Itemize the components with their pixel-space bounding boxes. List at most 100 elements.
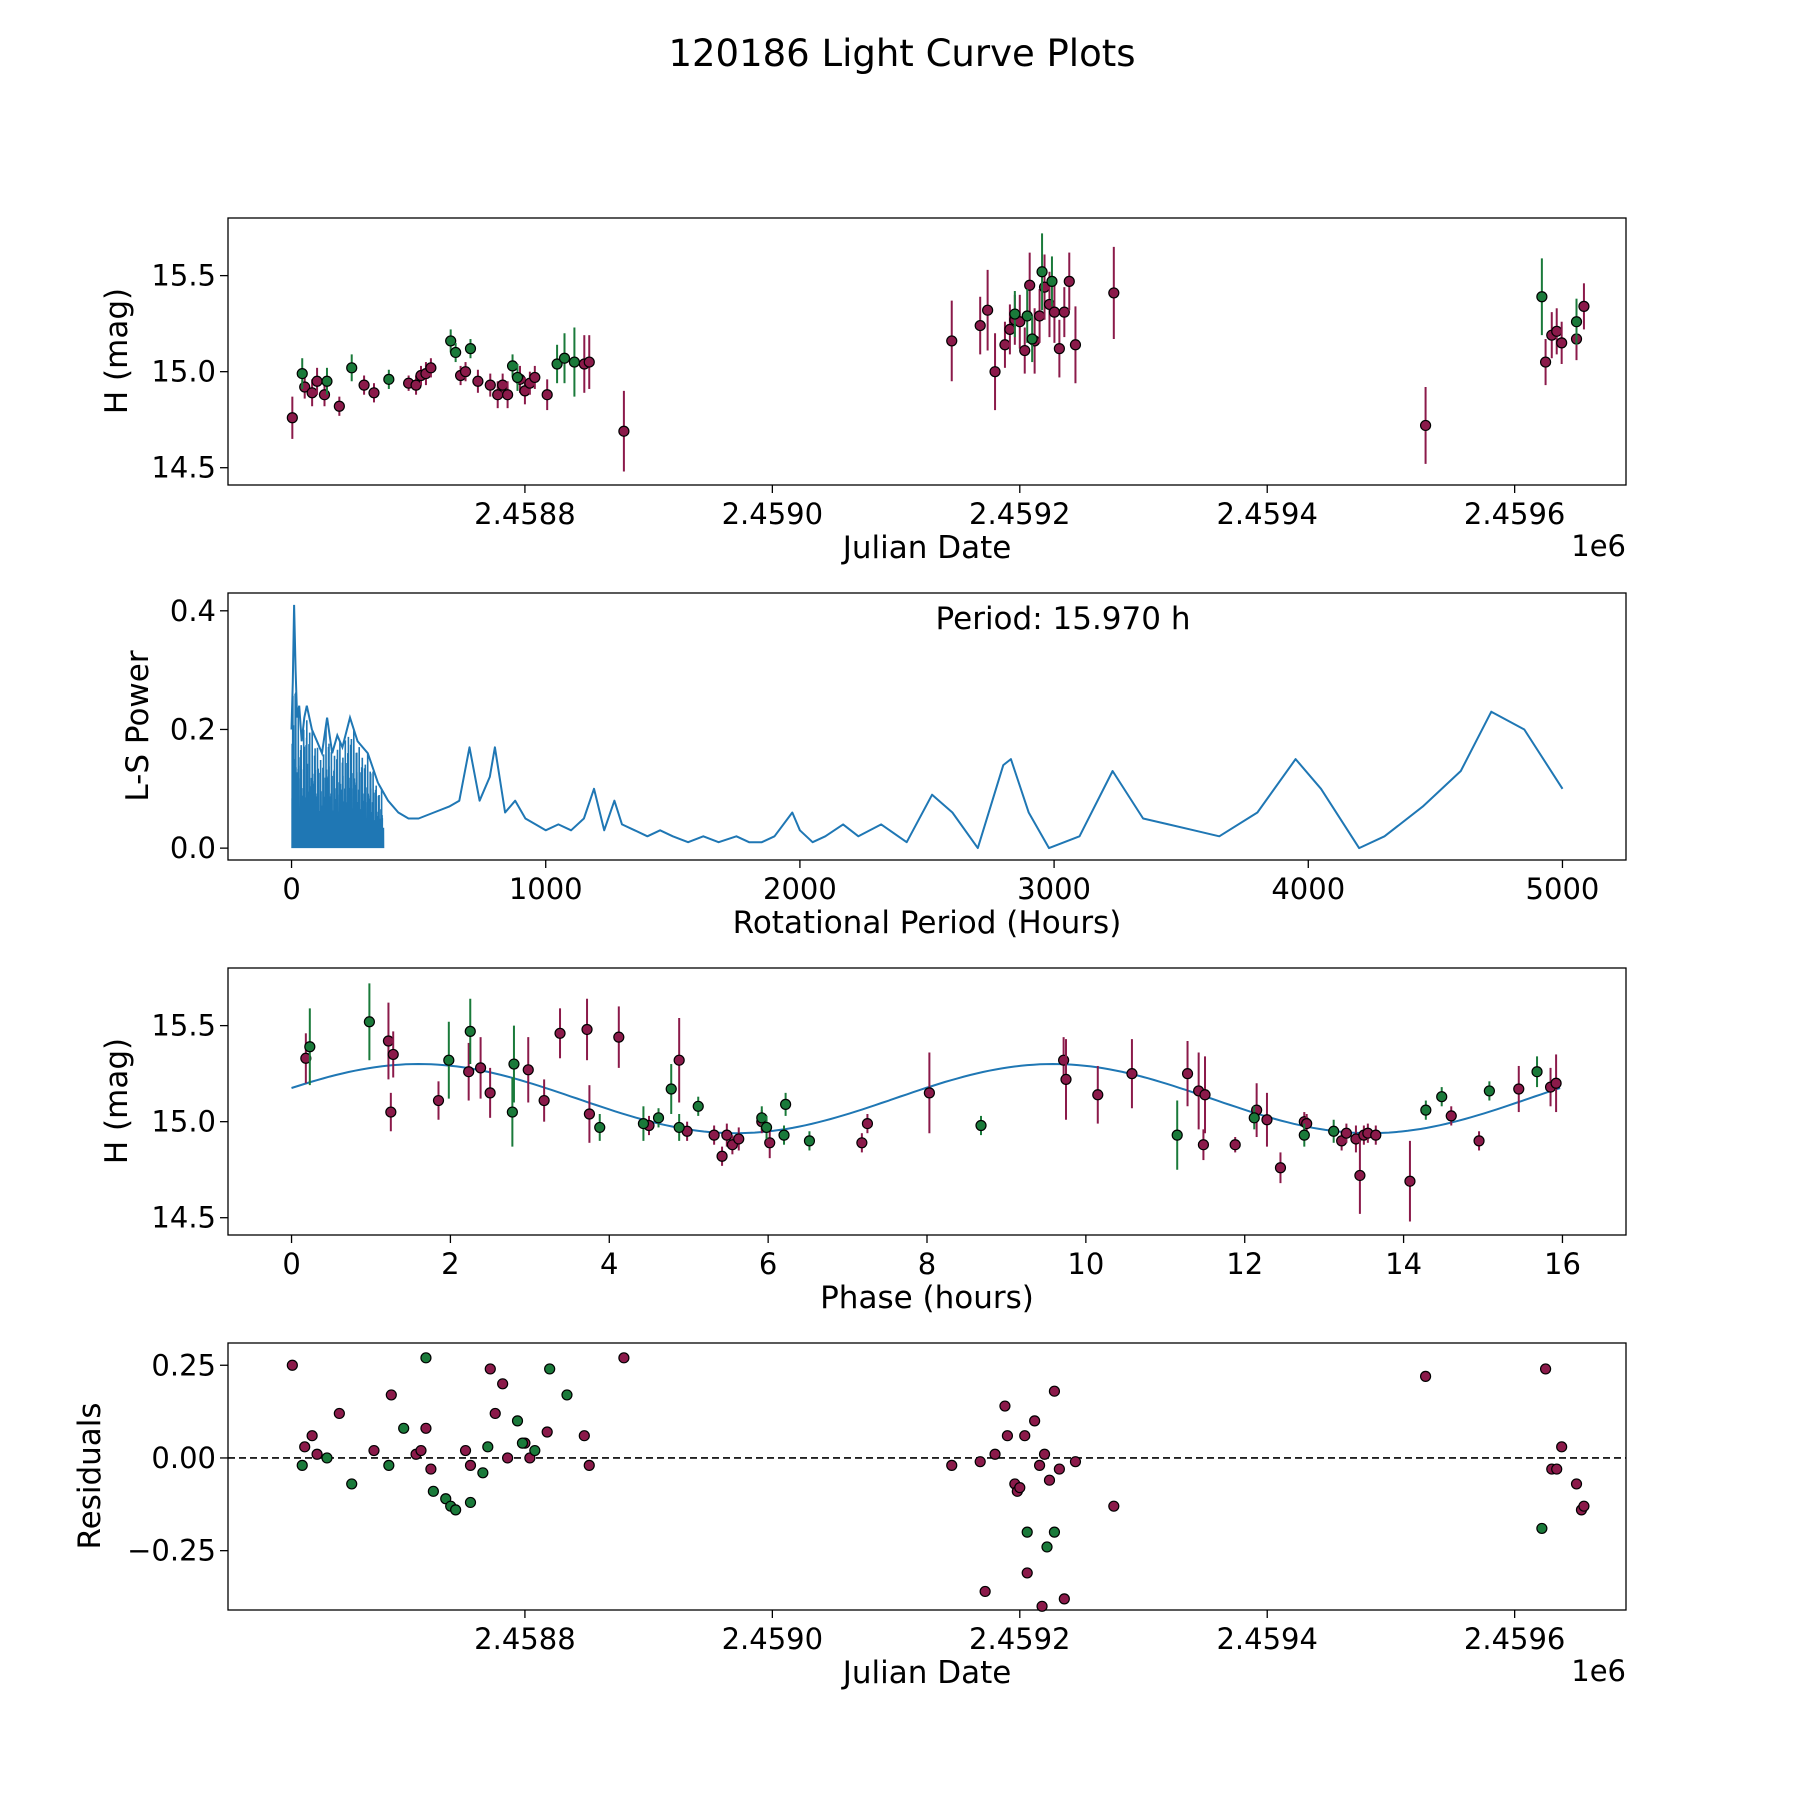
phased-point-magenta bbox=[1513, 1083, 1525, 1095]
lightcurve-point-green bbox=[568, 356, 581, 368]
phased-point-green bbox=[508, 1058, 520, 1070]
lightcurve-ytick-label: 15.0 bbox=[151, 355, 216, 389]
residuals-point-green bbox=[398, 1422, 410, 1434]
phased-point-magenta bbox=[1229, 1139, 1241, 1151]
residuals-point-green bbox=[321, 1452, 333, 1464]
residuals-point-magenta bbox=[946, 1459, 958, 1471]
residuals-point-magenta bbox=[1578, 1500, 1590, 1512]
phased-xtick-label: 16 bbox=[1544, 1247, 1581, 1281]
periodogram-xlabel: Rotational Period (Hours) bbox=[733, 905, 1122, 941]
phased-ytick-label: 14.5 bbox=[151, 1201, 216, 1235]
lightcurve-point-green bbox=[1009, 308, 1021, 320]
phased-point-magenta bbox=[1199, 1089, 1211, 1101]
phased-point-green bbox=[975, 1119, 987, 1132]
phased-xlabel: Phase (hours) bbox=[820, 1280, 1034, 1316]
phased-point-magenta bbox=[387, 1048, 399, 1061]
periodogram-noise-line bbox=[291, 692, 385, 849]
residuals-point-magenta bbox=[1021, 1567, 1033, 1579]
residuals-point-green bbox=[420, 1352, 432, 1364]
lightcurve-point-magenta bbox=[989, 366, 1001, 378]
lightcurve-point-magenta bbox=[999, 339, 1011, 351]
residuals-point-magenta bbox=[578, 1430, 590, 1442]
phased-point-green bbox=[692, 1100, 704, 1112]
periodogram-power-line bbox=[377, 710, 1564, 850]
phased-point-green bbox=[1248, 1112, 1260, 1124]
lightcurve-point-green bbox=[511, 371, 524, 384]
lightcurve-ticks: 2.4588 2.4590 2.4592 2.4594 2.4596 14.5 15.0 15… bbox=[151, 259, 1565, 531]
lightcurve-point-magenta bbox=[1019, 344, 1031, 357]
lightcurve-point-green bbox=[558, 352, 571, 364]
phased-point-magenta bbox=[856, 1137, 868, 1149]
lightcurve-point-magenta bbox=[946, 335, 958, 347]
lightcurve-point-magenta bbox=[1053, 343, 1065, 355]
phased-point-magenta bbox=[522, 1064, 534, 1076]
lightcurve-point-green bbox=[1046, 275, 1058, 287]
phased-point-green bbox=[780, 1098, 792, 1110]
lightcurve-xtick-label: 2.4594 bbox=[1216, 497, 1317, 531]
periodogram-ytick-label: 0.0 bbox=[170, 831, 216, 865]
residuals-point-magenta bbox=[306, 1430, 318, 1442]
phased-point-magenta bbox=[1370, 1129, 1382, 1141]
lightcurve-point-magenta bbox=[333, 400, 345, 412]
lightcurve-point-green bbox=[296, 367, 308, 380]
lightcurve-point-magenta bbox=[1108, 287, 1120, 299]
phased-point-green bbox=[594, 1121, 606, 1134]
phased-xtick-label: 12 bbox=[1226, 1247, 1263, 1281]
residuals-point-magenta bbox=[333, 1407, 345, 1420]
lightcurve-point-green bbox=[506, 360, 519, 372]
residuals-point-magenta bbox=[1539, 1363, 1552, 1375]
residuals-ticks: 2.4588 2.4590 2.4592 2.4594 2.4596 −0.25 0.00 0… bbox=[127, 1348, 1565, 1656]
lightcurve-point-magenta bbox=[1578, 300, 1590, 312]
lightcurve-point-green bbox=[445, 335, 457, 347]
residuals-point-magenta bbox=[1036, 1600, 1048, 1612]
lightcurve-point-magenta bbox=[1058, 306, 1070, 318]
lightcurve-point-magenta bbox=[982, 304, 994, 316]
phased-xtick-label: 10 bbox=[1067, 1247, 1104, 1281]
residuals-point-green bbox=[1021, 1526, 1033, 1538]
residuals-point-magenta bbox=[989, 1448, 1001, 1460]
residuals-point-magenta bbox=[286, 1359, 298, 1371]
residuals-point-magenta bbox=[1069, 1456, 1082, 1468]
phased-ytick-label: 15.5 bbox=[151, 1009, 216, 1043]
lightcurve-point-magenta bbox=[497, 379, 509, 391]
phased-point-magenta bbox=[1126, 1068, 1138, 1080]
lightcurve-point-magenta bbox=[459, 366, 472, 378]
phased-point-magenta bbox=[1445, 1110, 1457, 1122]
lightcurve-point-green bbox=[383, 373, 395, 385]
phased-point-green bbox=[1298, 1129, 1310, 1141]
residuals-point-green bbox=[427, 1485, 439, 1497]
phased-point-green bbox=[1436, 1091, 1448, 1103]
phased-xtick-label: 2 bbox=[441, 1247, 459, 1281]
residuals-ytick-label: 0.25 bbox=[151, 1348, 216, 1382]
residuals-point-magenta bbox=[1019, 1430, 1031, 1442]
periodogram-ytick-label: 0.4 bbox=[170, 594, 216, 628]
phased-point-magenta bbox=[1181, 1068, 1194, 1080]
lightcurve-point-green bbox=[551, 358, 563, 370]
figure-title: 120186 Light Curve Plots bbox=[668, 32, 1135, 75]
residuals-point-magenta bbox=[1048, 1385, 1061, 1397]
residuals-point-magenta bbox=[497, 1378, 509, 1390]
phased-point-green bbox=[1328, 1125, 1340, 1137]
lightcurve-point-magenta bbox=[529, 371, 541, 384]
phased-point-magenta bbox=[861, 1117, 874, 1130]
lightcurve-point-magenta bbox=[410, 379, 422, 391]
residuals-xtick-label: 2.4596 bbox=[1464, 1622, 1565, 1656]
residuals-point-magenta bbox=[1038, 1448, 1051, 1460]
residuals-xtick-label: 2.4594 bbox=[1216, 1622, 1317, 1656]
phased-point-green bbox=[363, 1016, 375, 1028]
residuals-point-green bbox=[482, 1441, 494, 1453]
residuals-point-magenta bbox=[464, 1459, 477, 1471]
residuals-point-green bbox=[383, 1459, 395, 1471]
residuals-marks bbox=[228, 1352, 1626, 1612]
residuals-point-green bbox=[464, 1496, 477, 1509]
phased-point-green bbox=[778, 1129, 790, 1141]
periodogram-xtick-label: 1000 bbox=[509, 872, 583, 906]
lightcurve-point-green bbox=[1036, 266, 1048, 278]
periodogram-xtick-label: 2000 bbox=[763, 872, 837, 906]
lightcurve-point-magenta bbox=[358, 379, 370, 391]
phased-point-magenta bbox=[1274, 1162, 1287, 1174]
residuals-point-magenta bbox=[484, 1363, 496, 1375]
phased-point-green bbox=[673, 1121, 685, 1134]
